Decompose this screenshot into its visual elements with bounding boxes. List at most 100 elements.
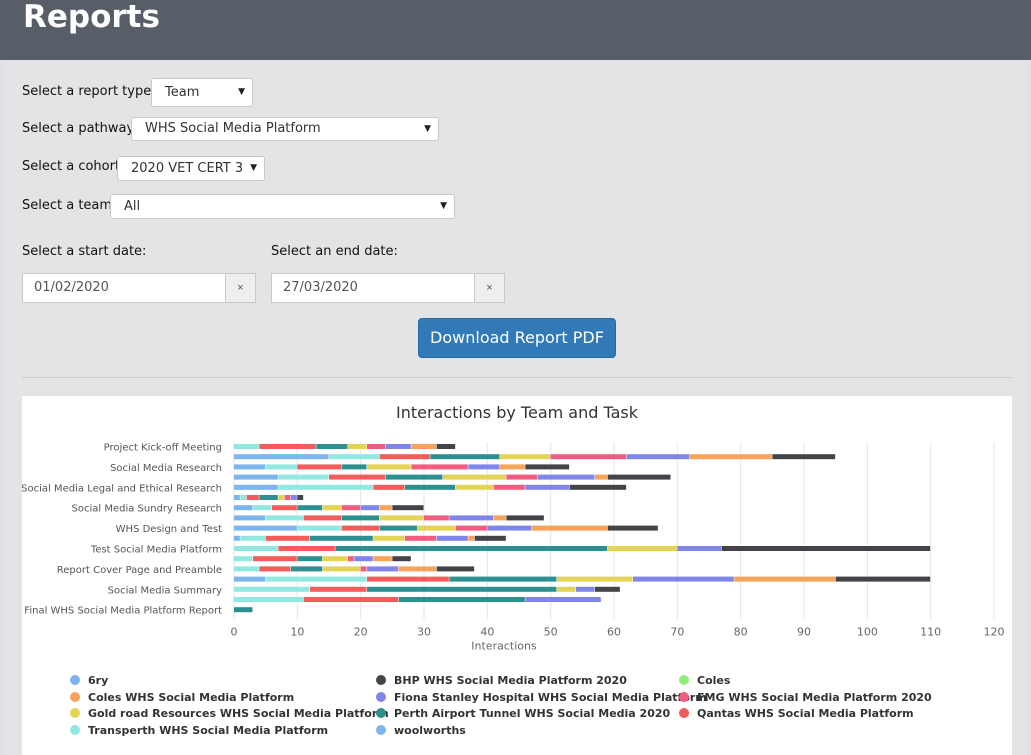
bar-segment bbox=[607, 525, 658, 531]
bar-segment bbox=[367, 566, 399, 572]
legend-item[interactable]: Perth Airport Tunnel WHS Social Media 20… bbox=[376, 707, 670, 720]
bar-segment bbox=[443, 474, 506, 480]
legend-dot-icon bbox=[70, 724, 80, 735]
bar-segment bbox=[234, 515, 266, 521]
legend-label: Perth Airport Tunnel WHS Social Media 20… bbox=[394, 707, 671, 720]
bar-segment bbox=[373, 535, 405, 541]
bar-segment bbox=[373, 556, 392, 562]
team-select[interactable]: All ▼ bbox=[110, 194, 455, 219]
start-date-label: Select a start date: bbox=[22, 244, 147, 259]
cohort-select[interactable]: 2020 VET CERT 3 ▼ bbox=[117, 156, 265, 181]
bar-segment bbox=[234, 464, 266, 470]
legend-item[interactable]: FMG WHS Social Media Platform 2020 bbox=[679, 691, 932, 704]
legend-item[interactable]: Transperth WHS Social Media Platform bbox=[70, 724, 328, 737]
bar-segment bbox=[297, 505, 323, 511]
x-tick-label: 90 bbox=[797, 625, 811, 638]
bar-segment bbox=[367, 576, 449, 582]
bar-segment bbox=[354, 556, 373, 562]
legend-item[interactable]: Qantas WHS Social Media Platform bbox=[679, 707, 914, 720]
bar-segment bbox=[557, 586, 576, 592]
download-report-button[interactable]: Download Report PDF bbox=[418, 318, 616, 358]
legend-label: Qantas WHS Social Media Platform bbox=[697, 707, 914, 720]
legend-item[interactable]: Coles bbox=[679, 674, 730, 687]
legend-dot-icon bbox=[376, 708, 386, 718]
x-tick-label: 100 bbox=[857, 625, 878, 638]
start-date-input[interactable]: 01/02/2020 bbox=[22, 273, 226, 303]
end-date-clear-button[interactable]: × bbox=[474, 273, 505, 303]
bar-segment bbox=[373, 484, 405, 490]
bar-segment bbox=[436, 566, 475, 572]
pathway-select[interactable]: WHS Social Media Platform ▼ bbox=[131, 117, 439, 141]
bar-segment bbox=[234, 576, 266, 582]
pathway-label: Select a pathway: bbox=[22, 121, 138, 136]
x-tick-label: 30 bbox=[417, 625, 431, 638]
bar-segment bbox=[392, 556, 411, 562]
legend-item[interactable]: Fiona Stanley Hospital WHS Social Media … bbox=[376, 691, 707, 704]
bar-segment bbox=[265, 464, 297, 470]
divider bbox=[22, 377, 1012, 378]
legend-dot-icon bbox=[679, 675, 689, 685]
x-tick-label: 110 bbox=[920, 625, 941, 638]
chevron-down-icon: ▼ bbox=[238, 87, 245, 97]
report-type-select[interactable]: Team ▼ bbox=[151, 78, 253, 107]
legend-item[interactable]: Coles WHS Social Media Platform bbox=[70, 691, 294, 704]
bar-segment bbox=[595, 474, 608, 480]
bar-segment bbox=[500, 464, 525, 470]
cohort-value: 2020 VET CERT 3 bbox=[131, 161, 244, 176]
bar-segment bbox=[348, 556, 354, 562]
bar-segment bbox=[557, 576, 633, 582]
chevron-down-icon: ▼ bbox=[440, 201, 447, 211]
y-category-label: Social Media Summary bbox=[108, 585, 222, 596]
legend-item[interactable]: Gold road Resources WHS Social Media Pla… bbox=[70, 707, 389, 720]
legend-dot-icon bbox=[679, 691, 689, 702]
bar-segment bbox=[531, 525, 608, 531]
bar-segment bbox=[734, 576, 836, 582]
bar-segment bbox=[379, 525, 418, 531]
bar-segment bbox=[234, 607, 253, 613]
bar-segment bbox=[329, 474, 386, 480]
report-type-label: Select a report type: bbox=[22, 84, 156, 99]
bar-segment bbox=[348, 444, 367, 449]
bar-segment bbox=[310, 535, 373, 541]
chart-container: Interactions by Team and Task 0 10 20 30 40 5… bbox=[22, 396, 1012, 755]
bar-segment bbox=[474, 535, 506, 541]
bar-segment bbox=[310, 586, 367, 592]
y-category-label: Social Media Sundry Research bbox=[72, 504, 223, 515]
bar-segment bbox=[234, 474, 278, 480]
legend-item[interactable]: 6ry bbox=[70, 674, 108, 687]
bar-segment bbox=[291, 566, 323, 572]
bar-segment bbox=[234, 484, 278, 490]
bar-segment bbox=[525, 464, 570, 470]
bar-segment bbox=[278, 474, 329, 480]
legend-item[interactable]: woolworths bbox=[376, 724, 466, 737]
bar-segment bbox=[329, 454, 380, 460]
bar-segment bbox=[316, 444, 348, 449]
bar-segment bbox=[234, 546, 278, 551]
end-date-input[interactable]: 27/03/2020 bbox=[271, 273, 475, 303]
legend-dot-icon bbox=[376, 691, 386, 702]
bar-segment bbox=[430, 454, 500, 460]
bar-segment bbox=[455, 525, 487, 531]
bar-segment bbox=[265, 515, 304, 521]
cohort-label: Select a cohort: bbox=[22, 159, 125, 174]
bar-segment bbox=[341, 505, 361, 511]
legend-item[interactable]: BHP WHS Social Media Platform 2020 bbox=[376, 674, 627, 687]
bar-segment bbox=[379, 454, 430, 460]
bar-segment bbox=[424, 515, 449, 521]
bar-segment bbox=[595, 586, 620, 592]
page-title: Reports bbox=[23, 0, 160, 35]
y-category-label: Project Kick-off Meeting bbox=[104, 443, 222, 454]
x-axis-label: Interactions bbox=[471, 639, 537, 652]
start-date-clear-button[interactable]: × bbox=[225, 273, 256, 303]
bar-segment bbox=[379, 515, 424, 521]
legend-dot-icon bbox=[70, 691, 80, 702]
bar-segment bbox=[607, 546, 677, 551]
bar-segment bbox=[506, 474, 538, 480]
bar-segment bbox=[772, 454, 836, 460]
bar-segment bbox=[721, 546, 931, 551]
bar-segment bbox=[468, 535, 475, 541]
bar-segment bbox=[398, 566, 437, 572]
bar-segment bbox=[291, 495, 297, 500]
end-date-label: Select an end date: bbox=[271, 244, 398, 259]
legend-dot-icon bbox=[376, 724, 386, 735]
